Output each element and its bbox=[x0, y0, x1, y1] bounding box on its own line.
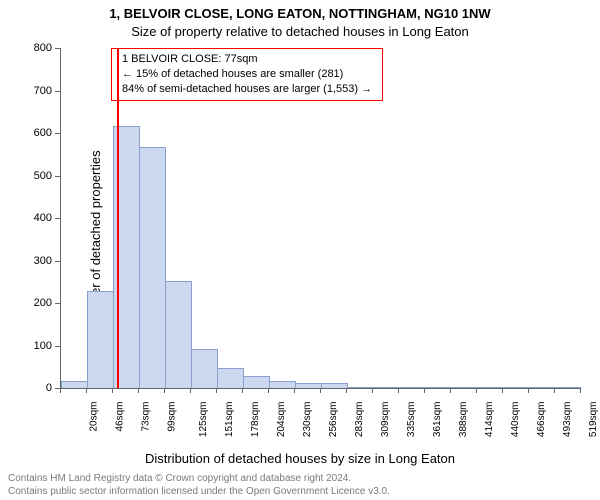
y-tick-mark bbox=[55, 133, 60, 134]
annotation-line-1: 1 BELVOIR CLOSE: 77sqm bbox=[122, 52, 372, 67]
histogram-bar bbox=[373, 387, 400, 388]
histogram-bar bbox=[477, 387, 504, 388]
x-tick-label: 414sqm bbox=[484, 402, 495, 438]
x-tick-label: 388sqm bbox=[458, 402, 469, 438]
x-tick-mark bbox=[528, 388, 529, 393]
x-tick-mark bbox=[138, 388, 139, 393]
x-tick-mark bbox=[60, 388, 61, 393]
x-tick-mark bbox=[450, 388, 451, 393]
x-tick-mark bbox=[112, 388, 113, 393]
y-tick-mark bbox=[55, 91, 60, 92]
x-tick-label: 99sqm bbox=[167, 402, 178, 432]
x-tick-mark bbox=[580, 388, 581, 393]
plot-area: 1 BELVOIR CLOSE: 77sqm ← 15% of detached… bbox=[60, 48, 581, 389]
x-tick-label: 466sqm bbox=[536, 402, 547, 438]
x-tick-mark bbox=[242, 388, 243, 393]
y-tick-mark bbox=[55, 48, 60, 49]
histogram-bar bbox=[503, 387, 530, 388]
x-tick-label: 309sqm bbox=[380, 402, 391, 438]
y-tick-mark bbox=[55, 176, 60, 177]
histogram-bar bbox=[295, 383, 322, 388]
x-tick-mark bbox=[268, 388, 269, 393]
x-tick-label: 335sqm bbox=[406, 402, 417, 438]
x-tick-mark bbox=[320, 388, 321, 393]
y-tick-label: 100 bbox=[34, 340, 52, 352]
y-tick-mark bbox=[55, 346, 60, 347]
x-tick-mark bbox=[424, 388, 425, 393]
histogram-bar bbox=[269, 381, 296, 388]
x-tick-mark bbox=[164, 388, 165, 393]
histogram-bar bbox=[529, 387, 556, 388]
histogram-bar bbox=[217, 368, 244, 388]
y-tick-mark bbox=[55, 218, 60, 219]
x-tick-mark bbox=[216, 388, 217, 393]
x-tick-label: 46sqm bbox=[115, 402, 126, 432]
histogram-bar bbox=[165, 281, 192, 388]
x-tick-label: 73sqm bbox=[141, 402, 152, 432]
x-tick-label: 519sqm bbox=[588, 402, 599, 438]
x-tick-label: 493sqm bbox=[562, 402, 573, 438]
histogram-bar bbox=[425, 387, 452, 388]
y-tick-label: 600 bbox=[34, 127, 52, 139]
histogram-bar bbox=[139, 147, 166, 388]
x-tick-mark bbox=[372, 388, 373, 393]
x-tick-mark bbox=[86, 388, 87, 393]
annotation-box: 1 BELVOIR CLOSE: 77sqm ← 15% of detached… bbox=[111, 48, 383, 101]
y-tick-mark bbox=[55, 303, 60, 304]
x-tick-label: 230sqm bbox=[302, 402, 313, 438]
y-tick-mark bbox=[55, 261, 60, 262]
x-axis-label: Distribution of detached houses by size … bbox=[0, 451, 600, 466]
x-tick-mark bbox=[346, 388, 347, 393]
histogram-bar bbox=[347, 387, 374, 388]
x-tick-label: 151sqm bbox=[224, 402, 235, 438]
x-tick-label: 283sqm bbox=[354, 402, 365, 438]
y-tick-label: 300 bbox=[34, 255, 52, 267]
footer-line-1: Contains HM Land Registry data © Crown c… bbox=[8, 473, 390, 486]
x-tick-label: 361sqm bbox=[432, 402, 443, 438]
x-tick-mark bbox=[190, 388, 191, 393]
y-tick-label: 500 bbox=[34, 170, 52, 182]
histogram-bar bbox=[87, 291, 114, 388]
x-tick-mark bbox=[476, 388, 477, 393]
x-tick-mark bbox=[502, 388, 503, 393]
histogram-bar bbox=[191, 349, 218, 388]
x-tick-label: 204sqm bbox=[276, 402, 287, 438]
x-tick-mark bbox=[554, 388, 555, 393]
x-tick-label: 256sqm bbox=[328, 402, 339, 438]
histogram-bar bbox=[61, 381, 88, 388]
histogram-bar bbox=[399, 387, 426, 388]
y-tick-label: 800 bbox=[34, 42, 52, 54]
x-tick-mark bbox=[398, 388, 399, 393]
y-tick-label: 400 bbox=[34, 212, 52, 224]
y-tick-label: 0 bbox=[46, 382, 52, 394]
histogram-bar bbox=[555, 387, 582, 388]
attribution-footer: Contains HM Land Registry data © Crown c… bbox=[8, 473, 390, 498]
x-tick-label: 125sqm bbox=[198, 402, 209, 438]
histogram-bar bbox=[321, 383, 348, 388]
chart-container: 1, BELVOIR CLOSE, LONG EATON, NOTTINGHAM… bbox=[0, 0, 600, 500]
x-tick-label: 178sqm bbox=[250, 402, 261, 438]
x-tick-label: 440sqm bbox=[510, 402, 521, 438]
chart-title-address: 1, BELVOIR CLOSE, LONG EATON, NOTTINGHAM… bbox=[0, 6, 600, 21]
chart-title-subtitle: Size of property relative to detached ho… bbox=[0, 24, 600, 39]
histogram-bar bbox=[243, 376, 270, 388]
annotation-line-3: 84% of semi-detached houses are larger (… bbox=[122, 82, 372, 97]
x-tick-mark bbox=[294, 388, 295, 393]
y-tick-label: 200 bbox=[34, 297, 52, 309]
annotation-line-2: ← 15% of detached houses are smaller (28… bbox=[122, 67, 372, 82]
footer-line-2: Contains public sector information licen… bbox=[8, 486, 390, 499]
histogram-bar bbox=[451, 387, 478, 388]
y-tick-label: 700 bbox=[34, 85, 52, 97]
x-tick-label: 20sqm bbox=[89, 402, 100, 432]
